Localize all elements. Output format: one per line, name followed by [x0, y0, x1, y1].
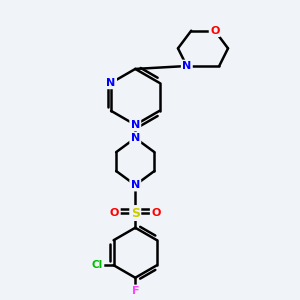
Text: F: F — [131, 286, 139, 296]
Text: N: N — [131, 133, 140, 143]
Text: O: O — [210, 26, 220, 36]
Text: O: O — [110, 208, 119, 218]
Text: N: N — [182, 61, 191, 71]
Text: N: N — [131, 120, 140, 130]
Text: O: O — [151, 208, 160, 218]
Text: N: N — [106, 78, 116, 88]
Text: S: S — [131, 206, 140, 220]
Text: N: N — [131, 180, 140, 190]
Text: Cl: Cl — [92, 260, 103, 270]
